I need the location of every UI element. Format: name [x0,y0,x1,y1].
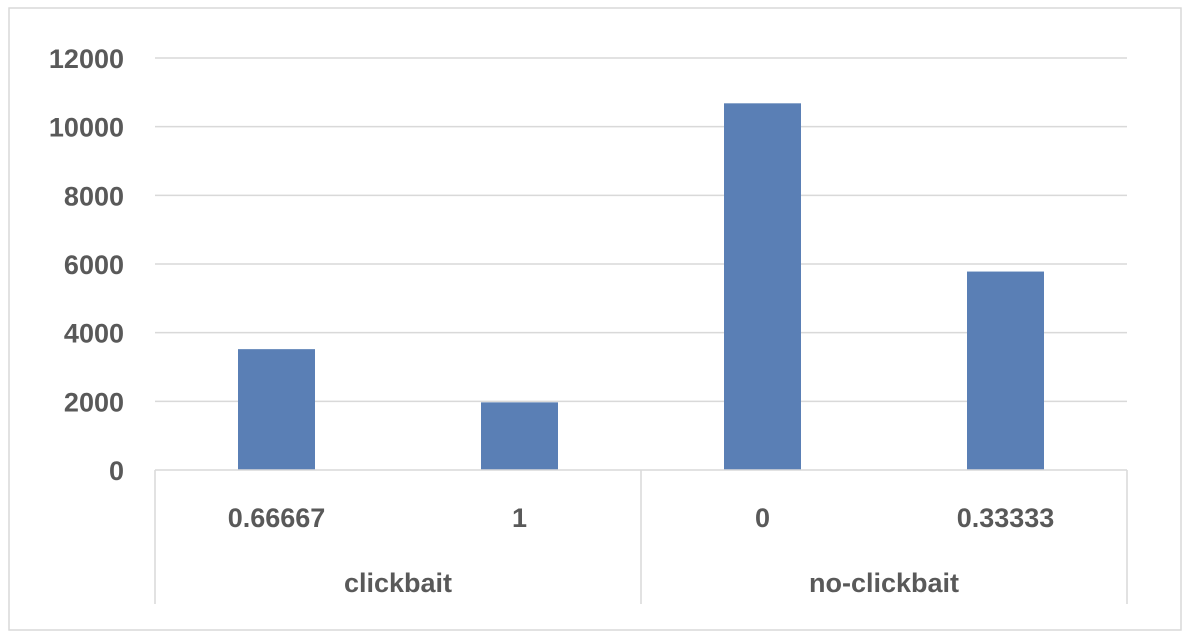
x-group-label: no-clickbait [809,568,959,598]
x-category-label: 0.66667 [228,503,326,533]
y-tick-label: 10000 [49,113,124,143]
y-tick-label: 8000 [64,181,124,211]
y-tick-label: 6000 [64,250,124,280]
x-category-label: 0 [755,503,770,533]
bar-0.66667 [238,349,315,470]
bar-1 [481,402,558,470]
x-group-label: clickbait [344,568,452,598]
bar-0.33333 [967,272,1044,470]
x-category-label: 1 [512,503,527,533]
y-tick-label: 0 [109,456,124,486]
x-category-label: 0.33333 [957,503,1055,533]
bar-0 [724,103,801,470]
y-tick-label: 2000 [64,387,124,417]
y-tick-label: 12000 [49,44,124,74]
y-tick-label: 4000 [64,319,124,349]
